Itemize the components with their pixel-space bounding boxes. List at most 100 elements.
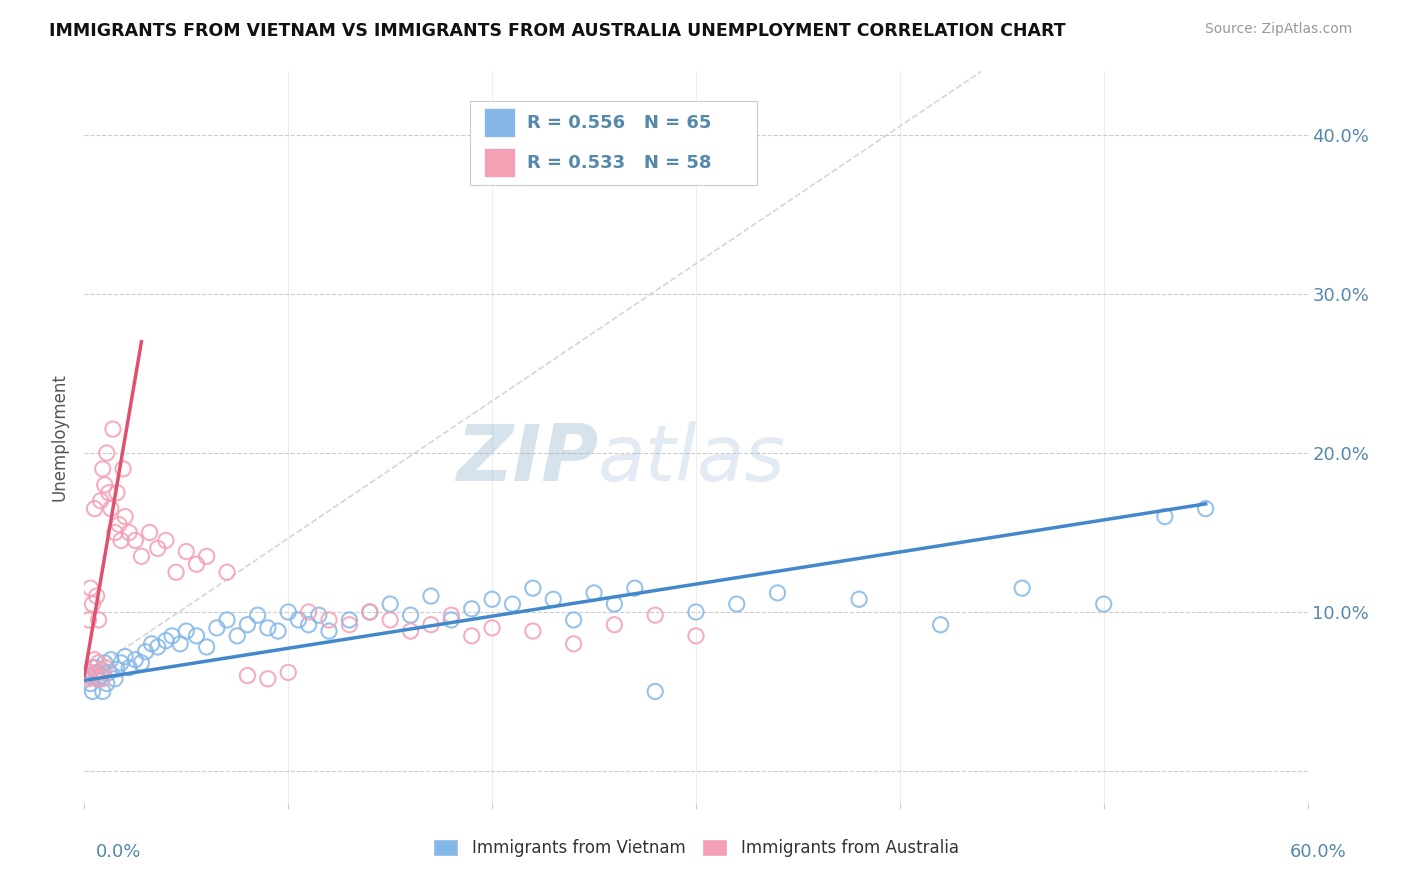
Point: [522, 581, 544, 595]
Bar: [484, 108, 515, 137]
Point: [108, 517, 131, 532]
Point: [603, 597, 626, 611]
Point: [217, 613, 239, 627]
Point: [77, 672, 100, 686]
Y-axis label: Unemployment: Unemployment: [51, 373, 69, 501]
Point: [399, 608, 422, 623]
Point: [766, 586, 789, 600]
Point: [277, 605, 299, 619]
Point: [100, 653, 122, 667]
Point: [131, 656, 153, 670]
Point: [91, 672, 114, 686]
Point: [246, 608, 269, 623]
Point: [79, 581, 101, 595]
Point: [86, 665, 108, 680]
Point: [1011, 581, 1033, 595]
Point: [101, 422, 124, 436]
Point: [86, 589, 108, 603]
Point: [848, 592, 870, 607]
Text: 0.0%: 0.0%: [96, 843, 141, 861]
Point: [114, 649, 136, 664]
Point: [87, 656, 110, 670]
Point: [583, 586, 606, 600]
Point: [420, 617, 443, 632]
Point: [97, 485, 120, 500]
Point: [82, 684, 104, 698]
Point: [298, 605, 321, 619]
Point: [93, 656, 115, 670]
Point: [339, 617, 361, 632]
Point: [481, 592, 503, 607]
Text: R = 0.533   N = 58: R = 0.533 N = 58: [527, 153, 711, 172]
Point: [146, 541, 169, 556]
Text: ZIP: ZIP: [456, 421, 598, 497]
Point: [75, 668, 97, 682]
Point: [543, 592, 565, 607]
Point: [97, 665, 120, 680]
Point: [624, 581, 647, 595]
Point: [131, 549, 153, 564]
Point: [83, 660, 105, 674]
Point: [112, 462, 135, 476]
Point: [929, 617, 952, 632]
Point: [110, 656, 132, 670]
Point: [440, 608, 463, 623]
Point: [105, 662, 128, 676]
Point: [339, 613, 361, 627]
Point: [461, 602, 484, 616]
Point: [562, 637, 585, 651]
Point: [685, 605, 707, 619]
Point: [110, 533, 132, 548]
Point: [104, 525, 127, 540]
Point: [205, 621, 228, 635]
Point: [236, 668, 259, 682]
Text: Source: ZipAtlas.com: Source: ZipAtlas.com: [1205, 22, 1353, 37]
Point: [257, 621, 280, 635]
Point: [603, 617, 626, 632]
Point: [79, 665, 101, 680]
Point: [186, 629, 208, 643]
Point: [165, 566, 187, 580]
Point: [141, 637, 163, 651]
Point: [91, 684, 114, 698]
Point: [114, 509, 136, 524]
Point: [236, 617, 259, 632]
Point: [1154, 509, 1177, 524]
Point: [318, 624, 340, 638]
Point: [83, 653, 105, 667]
Point: [502, 597, 524, 611]
Point: [217, 566, 239, 580]
Point: [725, 597, 748, 611]
FancyBboxPatch shape: [470, 101, 758, 185]
Point: [380, 597, 402, 611]
Text: atlas: atlas: [598, 421, 786, 497]
Point: [135, 645, 157, 659]
Point: [124, 533, 146, 548]
Point: [104, 672, 127, 686]
Point: [644, 684, 666, 698]
Point: [169, 637, 191, 651]
Point: [359, 605, 381, 619]
Point: [195, 640, 218, 654]
Point: [380, 613, 402, 627]
Text: 60.0%: 60.0%: [1291, 843, 1347, 861]
Point: [522, 624, 544, 638]
Point: [146, 640, 169, 654]
Point: [91, 462, 114, 476]
Point: [100, 501, 122, 516]
Text: IMMIGRANTS FROM VIETNAM VS IMMIGRANTS FROM AUSTRALIA UNEMPLOYMENT CORRELATION CH: IMMIGRANTS FROM VIETNAM VS IMMIGRANTS FR…: [49, 22, 1066, 40]
Point: [155, 533, 177, 548]
Point: [267, 624, 290, 638]
Point: [440, 613, 463, 627]
Point: [562, 613, 585, 627]
Point: [287, 613, 309, 627]
Point: [1195, 501, 1218, 516]
Point: [90, 493, 112, 508]
Point: [1092, 597, 1115, 611]
Point: [481, 621, 503, 635]
Point: [308, 608, 330, 623]
Point: [87, 613, 110, 627]
Legend: Immigrants from Vietnam, Immigrants from Australia: Immigrants from Vietnam, Immigrants from…: [427, 832, 965, 864]
Point: [105, 485, 128, 500]
Point: [96, 446, 118, 460]
